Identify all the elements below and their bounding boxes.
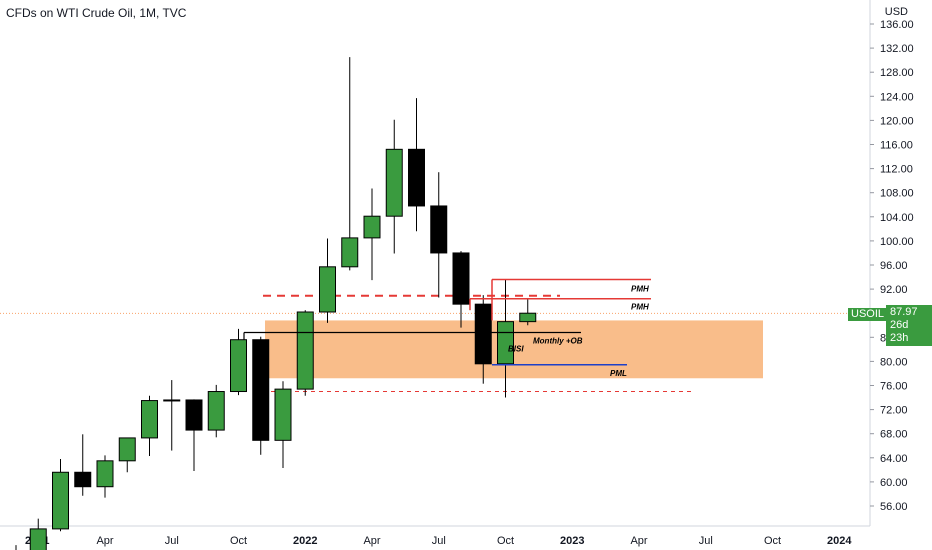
- pmh-label-upper: PMH: [631, 284, 649, 293]
- x-tick-label: Apr: [630, 535, 647, 547]
- y-tick-label: 64.00: [880, 453, 908, 465]
- y-tick-label: 108.00: [880, 188, 914, 200]
- x-tick-label: Jul: [432, 535, 446, 547]
- candle-body: [74, 471, 92, 488]
- candle: [497, 279, 514, 398]
- candle-body: [385, 148, 403, 217]
- candle-body: [185, 399, 203, 431]
- y-tick-label: 76.00: [880, 381, 908, 393]
- x-tick-label: Apr: [96, 535, 113, 547]
- candle: [15, 545, 17, 550]
- x-tick-label: Jul: [699, 535, 713, 547]
- y-tick-label: 136.00: [880, 19, 914, 31]
- candle: [474, 295, 492, 384]
- y-tick-label: 92.00: [880, 284, 908, 296]
- x-tick-label: Oct: [764, 535, 781, 547]
- candle-body: [497, 321, 514, 365]
- candle: [519, 298, 537, 326]
- y-tick-label: 80.00: [880, 356, 908, 368]
- candle-body: [430, 205, 448, 254]
- y-tick-label: 120.00: [880, 115, 914, 127]
- candle: [296, 310, 314, 396]
- candle: [430, 172, 448, 298]
- candle-body: [474, 303, 492, 365]
- x-tick-label: Oct: [497, 535, 514, 547]
- y-tick-label: 100.00: [880, 236, 914, 248]
- candle-body: [274, 388, 292, 441]
- candle-body: [230, 339, 247, 393]
- candle-body: [52, 471, 69, 530]
- y-tick-label: 56.00: [880, 501, 908, 513]
- y-tick-label: 128.00: [880, 67, 914, 79]
- bisi-label: BISI: [508, 344, 524, 353]
- y-tick-label: 68.00: [880, 429, 908, 441]
- candle-body: [29, 528, 47, 550]
- x-tick-label: 2024: [827, 535, 852, 547]
- price-tag[interactable]: 87.97 26d 23h: [886, 305, 932, 346]
- y-tick-label: 124.00: [880, 91, 914, 103]
- y-tick-label: 96.00: [880, 260, 908, 272]
- order-block-label: Monthly +OB: [533, 336, 583, 345]
- candle: [274, 381, 292, 469]
- candle-body: [408, 148, 425, 207]
- currency-label: USD: [884, 6, 908, 18]
- candle: [163, 380, 181, 451]
- x-tick-label: Apr: [363, 535, 380, 547]
- candle: [207, 384, 225, 438]
- candle-body: [363, 215, 381, 239]
- y-tick-label: 112.00: [880, 164, 913, 176]
- y-tick-label: 104.00: [880, 212, 914, 224]
- candle: [252, 336, 270, 455]
- candle: [452, 251, 470, 328]
- y-tick-label: 116.00: [880, 140, 913, 152]
- y-tick-label: 132.00: [880, 43, 914, 55]
- symbol-tag[interactable]: USOIL: [848, 308, 888, 321]
- pml-label: PML: [610, 369, 627, 378]
- x-tick-label: 2023: [560, 535, 584, 547]
- candle-body: [452, 252, 470, 305]
- candle-body: [296, 311, 314, 390]
- x-tick-label: Oct: [230, 535, 247, 547]
- candle-body: [118, 437, 136, 462]
- pmh-label-lower: PMH: [631, 303, 649, 312]
- candle: [341, 57, 359, 271]
- candle: [385, 119, 403, 254]
- x-tick-label: Jul: [165, 535, 179, 547]
- candle: [96, 455, 114, 498]
- candle: [141, 395, 158, 456]
- candle: [185, 399, 203, 472]
- candle-body: [319, 266, 336, 313]
- candle-body: [96, 460, 114, 488]
- candle-body: [252, 339, 270, 441]
- candle: [363, 188, 381, 281]
- y-tick-label: 72.00: [880, 405, 908, 417]
- candle: [118, 437, 136, 473]
- y-tick-label: 60.00: [880, 477, 908, 489]
- candle-body: [519, 312, 537, 323]
- candle: [230, 328, 247, 396]
- candle: [408, 98, 425, 232]
- bar-countdown: 26d 23h: [890, 319, 909, 344]
- x-tick-label: 2022: [293, 535, 317, 547]
- candle: [29, 518, 47, 550]
- candle-body: [341, 237, 359, 268]
- last-price: 87.97: [890, 306, 918, 318]
- candle-body: [141, 400, 158, 439]
- candle: [74, 434, 92, 496]
- candle-body: [163, 399, 181, 402]
- candle-body: [207, 391, 225, 431]
- chart-title: CFDs on WTI Crude Oil, 1M, TVC: [6, 6, 187, 20]
- candle: [52, 459, 69, 532]
- candle: [319, 238, 336, 323]
